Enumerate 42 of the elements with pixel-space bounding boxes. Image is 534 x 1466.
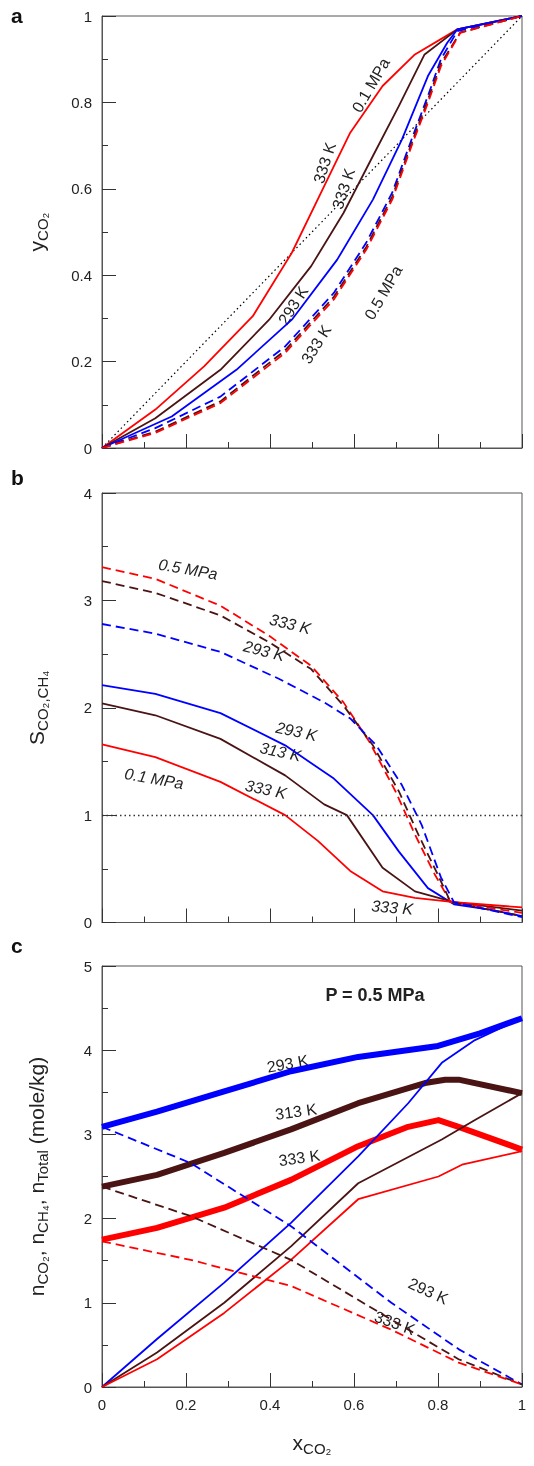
chart-title: b <box>11 466 24 489</box>
annotation: 293 K <box>273 718 320 745</box>
y-axis-title: nCO₂, nCH₄, nTotal (mole/kg) <box>25 1056 51 1297</box>
annotation: 0.5 MPa <box>157 555 220 583</box>
y-tick-label: 3 <box>83 591 92 609</box>
y-tick-label: 0.8 <box>71 93 92 111</box>
annotation: 333 K <box>277 1146 322 1170</box>
y-axis-title: yCO₂ <box>25 212 51 252</box>
y-tick-label: 0.6 <box>71 180 92 198</box>
x-tick-label: 0 <box>97 1396 107 1413</box>
annotation: 333 K <box>328 165 359 212</box>
y-axis-title: SCO₂,CH₄ <box>25 670 51 745</box>
y-tick-label: 2 <box>83 699 92 717</box>
annotation: 0.1 MPa <box>123 765 185 793</box>
y-tick-label: 0 <box>83 1378 92 1396</box>
x-tick-label: 0.2 <box>175 1396 197 1413</box>
annotation: 313 K <box>274 1100 319 1123</box>
y-tick-label: 4 <box>83 484 92 502</box>
y-tick-label: 5 <box>83 957 92 975</box>
x-tick-label: 0.6 <box>343 1396 365 1413</box>
y-tick-label: 3 <box>83 1125 92 1143</box>
y-tick-label: 0 <box>83 439 92 457</box>
y-tick-label: 0 <box>83 914 92 931</box>
annotation: 333 K <box>370 897 416 918</box>
y-tick-label: 1 <box>83 7 92 25</box>
chart-title: a <box>11 4 23 27</box>
annotation: 333 K <box>243 776 290 803</box>
x-tick-label: 0.8 <box>427 1396 449 1413</box>
chart-title: c <box>11 934 23 957</box>
x-tick-label: 1 <box>517 1396 527 1413</box>
annotation: 333 K <box>267 610 314 638</box>
y-tick-label: 1 <box>83 806 92 824</box>
x-tick-label: 0.4 <box>259 1396 281 1413</box>
y-tick-label: 0.2 <box>71 353 92 371</box>
annotation: 293 K <box>240 637 288 665</box>
annotation: 293 K <box>405 1274 452 1308</box>
y-tick-label: 0.4 <box>71 266 92 284</box>
annotation: P = 0.5 MPa <box>325 984 426 1005</box>
y-tick-label: 2 <box>83 1210 92 1228</box>
y-tick-label: 4 <box>83 1041 92 1059</box>
annotation: 293 K <box>265 1051 311 1076</box>
y-tick-label: 1 <box>83 1294 92 1312</box>
